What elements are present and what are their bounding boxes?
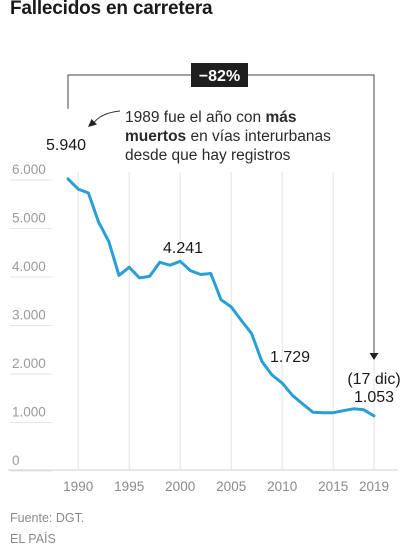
change-badge: −82% [199, 68, 240, 85]
label-end-date: (17 dic) [347, 371, 400, 388]
y-tick-label: 6.000 [12, 162, 46, 177]
y-tick-label: 3.000 [12, 308, 46, 323]
data-labels: 5.940 4.241 1.729 (17 dic)1.053 [46, 137, 401, 406]
annotation-line-1: 1989 fue el año con más [125, 109, 297, 126]
annotation-text: en vías interurbanas [186, 128, 331, 145]
annotation-emphasis: muertos [125, 128, 186, 145]
annotation-emphasis: más [265, 109, 296, 126]
label-start-value: 5.940 [46, 137, 86, 154]
y-tick-label: 4.000 [12, 259, 46, 274]
arrow-down-icon [369, 353, 379, 360]
label-end-value: 1.053 [354, 389, 394, 406]
grid-lines [8, 172, 398, 472]
annotation-line-3: desde que hay registros [125, 147, 291, 164]
y-tick-label: 1.000 [12, 405, 46, 420]
change-badge-bg [191, 63, 248, 87]
label-peak-value: 4.241 [163, 240, 203, 257]
annotation: 1989 fue el año con más muertos en vías i… [88, 109, 331, 164]
y-tick-label: 2.000 [12, 356, 46, 371]
series-line [66, 177, 376, 418]
annotation-line-2: muertos en vías interurbanas [125, 128, 331, 145]
change-bracket: −82% [67, 63, 379, 360]
x-tick-label: 1995 [114, 479, 144, 494]
x-tick-label: 2019 [359, 479, 389, 494]
x-tick-label: 2005 [216, 479, 246, 494]
y-tick-label: 0 [12, 453, 20, 468]
pointer-line [92, 110, 121, 125]
chart-title: Fallecidos en carretera [10, 0, 213, 19]
x-tick-label: 2010 [267, 479, 297, 494]
x-tick-label: 2015 [318, 479, 348, 494]
label-mid-value: 1.729 [270, 349, 310, 366]
pointer-arrow-icon [88, 119, 97, 127]
annotation-text: 1989 fue el año con [125, 109, 265, 126]
x-tick-label: 1990 [63, 479, 93, 494]
source-note: Fuente: DGT. [10, 511, 85, 525]
publisher-label: EL PAÍS [10, 532, 56, 546]
x-tick-label: 2000 [165, 479, 195, 494]
y-tick-label: 5.000 [12, 211, 46, 226]
y-axis: 0 1.000 2.000 3.000 4.000 5.000 6.000 [12, 162, 46, 468]
x-axis: 1990 1995 2000 2005 2010 2015 2019 [63, 479, 389, 494]
